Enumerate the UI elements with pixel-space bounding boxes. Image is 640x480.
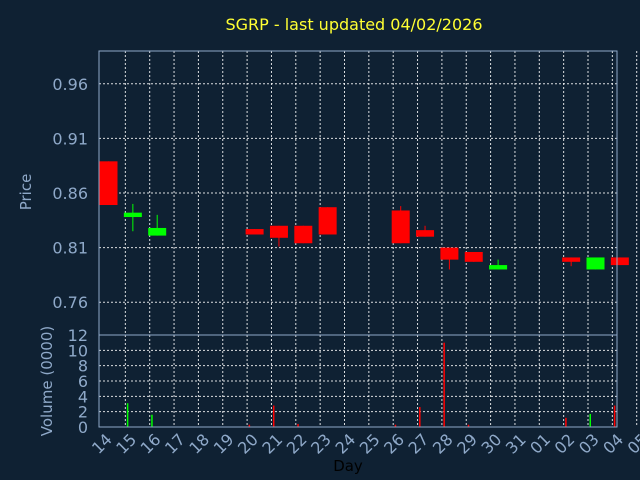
candle-15 — [123, 203, 142, 232]
volume-bar-04 — [613, 405, 616, 427]
candle-20 — [245, 229, 264, 235]
volume-axis-label: Volume (0000) — [38, 326, 56, 436]
candle-26 — [391, 206, 410, 244]
volume-tick-label: 4 — [78, 387, 88, 406]
price-tick-label: 0.86 — [52, 184, 88, 203]
candle-22 — [294, 225, 313, 244]
candle-body — [391, 210, 410, 244]
volume-bars — [126, 342, 616, 427]
volume-bar-22 — [297, 423, 299, 427]
volume-tick-label: 0 — [78, 418, 88, 437]
candle-body — [245, 229, 264, 235]
candle-body — [464, 251, 483, 262]
candle-body — [562, 257, 581, 262]
candle-23 — [318, 207, 337, 235]
candle-body — [440, 247, 459, 260]
volume-grid — [99, 335, 638, 427]
volume-bar-21 — [272, 405, 275, 427]
price-y-ticks: 0.96 0.91 0.86 0.81 0.76 — [52, 75, 88, 312]
volume-panel-frame — [98, 334, 618, 428]
volume-bar-29 — [467, 424, 470, 427]
candle-body — [269, 225, 288, 238]
price-grid — [99, 51, 638, 335]
candle-body — [586, 257, 605, 270]
x-ticks: 1415161718192021222324252627282930310102… — [88, 430, 640, 458]
volume-tick-label: 6 — [78, 372, 88, 391]
candle-body — [416, 230, 435, 237]
volume-bar-15 — [126, 403, 129, 427]
price-tick-label: 0.91 — [52, 129, 88, 148]
volume-bar-26 — [394, 424, 397, 427]
price-tick-label: 0.96 — [52, 75, 88, 94]
volume-tick-label: 2 — [78, 403, 88, 422]
candle-21 — [269, 225, 288, 247]
candle-body — [489, 265, 508, 270]
volume-bar-02 — [565, 417, 567, 427]
candle-02 — [562, 257, 581, 267]
candle-body — [99, 161, 118, 206]
candle-body — [123, 212, 142, 218]
volume-tick-label: 8 — [78, 357, 88, 376]
volume-tick-label: 10 — [68, 341, 88, 360]
candle-04 — [610, 257, 629, 266]
price-tick-label: 0.81 — [52, 239, 88, 258]
x-axis-label: Day — [333, 457, 363, 475]
volume-tick-label: 12 — [68, 326, 88, 345]
candle-body — [148, 227, 167, 236]
volume-bar-28 — [443, 342, 445, 427]
volume-bar-03 — [589, 413, 591, 427]
candle-14 — [99, 161, 118, 206]
chart-title: SGRP - last updated 04/02/2026 — [225, 15, 482, 34]
x-tick-label: 05 — [624, 430, 640, 458]
candle-16 — [148, 214, 167, 236]
price-tick-label: 0.76 — [52, 293, 88, 312]
candle-body — [610, 257, 629, 266]
candle-30 — [489, 259, 508, 270]
candles — [99, 161, 629, 270]
candle-03 — [586, 257, 605, 270]
candle-body — [294, 225, 313, 244]
price-axis-label: Price — [17, 174, 35, 211]
candle-body — [318, 207, 337, 235]
volume-bar-16 — [151, 414, 153, 427]
volume-bar-27 — [419, 407, 421, 427]
candle-28 — [440, 247, 459, 270]
volume-bar-20 — [248, 424, 251, 427]
candle-27 — [416, 225, 435, 237]
candle-29 — [464, 251, 483, 262]
